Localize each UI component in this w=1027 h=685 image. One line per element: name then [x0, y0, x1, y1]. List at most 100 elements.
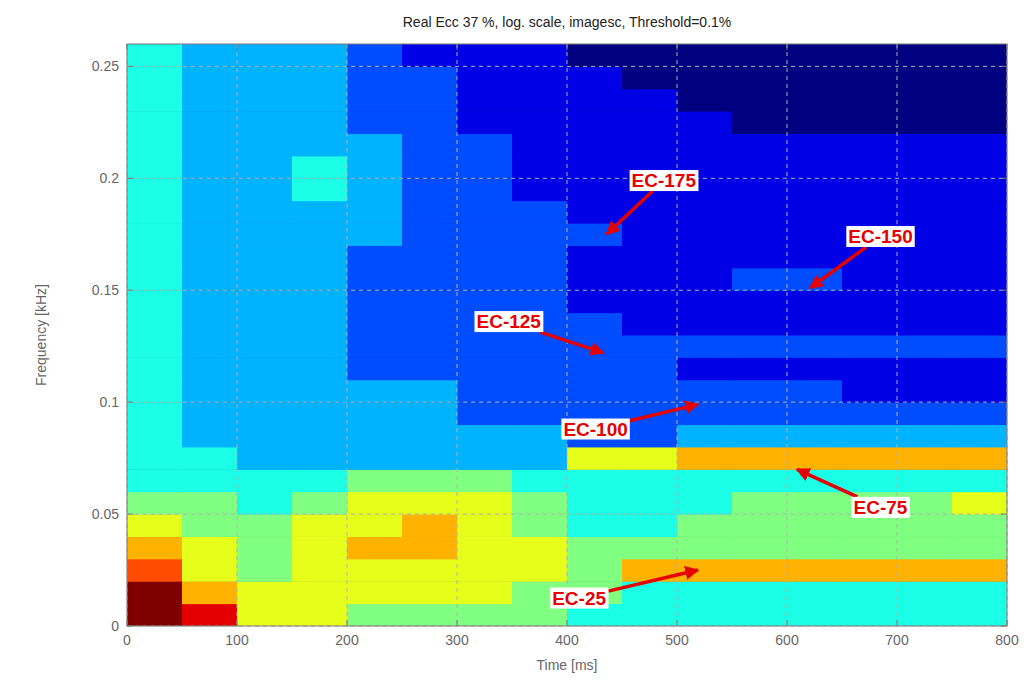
cell — [677, 581, 733, 604]
cell — [237, 380, 293, 403]
cell — [182, 134, 238, 157]
title: Real Ecc 37 %, log. scale, imagesc, Thre… — [403, 14, 732, 30]
cell — [677, 492, 733, 515]
cell — [127, 514, 183, 537]
cell — [127, 335, 183, 358]
tick-label-x: 100 — [225, 632, 249, 648]
cell — [402, 402, 458, 425]
cell — [512, 89, 568, 112]
cell — [512, 559, 568, 582]
cell — [347, 380, 403, 403]
cell — [952, 223, 1007, 246]
tick-y — [127, 514, 133, 515]
cell — [237, 223, 293, 246]
cell — [677, 335, 733, 358]
cell — [457, 178, 513, 201]
cell — [347, 425, 403, 448]
cell — [732, 357, 788, 380]
cell — [402, 66, 458, 89]
cell — [732, 604, 788, 626]
cell — [897, 313, 953, 336]
annotation-box — [561, 419, 629, 440]
grid — [127, 44, 1007, 626]
cell — [402, 604, 458, 626]
cell — [897, 89, 953, 112]
cell — [512, 469, 568, 492]
tick-x — [237, 620, 238, 626]
cell — [897, 559, 953, 582]
tick-label-y: 0.2 — [100, 170, 120, 186]
cell — [402, 514, 458, 537]
cell — [512, 357, 568, 380]
cell — [127, 492, 183, 515]
cell — [402, 44, 458, 67]
cell — [512, 156, 568, 179]
cell — [787, 89, 843, 112]
cell — [677, 290, 733, 313]
cell — [787, 514, 843, 537]
tick-x — [1007, 620, 1008, 626]
cell — [182, 559, 238, 582]
cell — [677, 447, 733, 470]
cell — [457, 581, 513, 604]
tick-x — [457, 620, 458, 626]
cell — [842, 89, 898, 112]
cell — [622, 268, 678, 291]
cell — [292, 514, 348, 537]
cell — [787, 134, 843, 157]
cell — [622, 447, 678, 470]
cell — [952, 134, 1007, 157]
cell — [512, 178, 568, 201]
cell — [732, 223, 788, 246]
cell — [127, 559, 183, 582]
annotation-arrow — [810, 247, 866, 288]
cell — [842, 313, 898, 336]
cell — [622, 357, 678, 380]
cell — [842, 201, 898, 224]
cell — [347, 536, 403, 559]
cell — [787, 335, 843, 358]
tick-x-top — [787, 44, 788, 50]
tick-x-top — [237, 44, 238, 50]
cell — [952, 201, 1007, 224]
cell — [897, 380, 953, 403]
cell — [402, 134, 458, 157]
cell — [347, 581, 403, 604]
cell — [292, 402, 348, 425]
cell — [127, 447, 183, 470]
cell — [842, 380, 898, 403]
cell — [182, 245, 238, 268]
cell — [347, 402, 403, 425]
grid-line-x — [897, 44, 898, 626]
cell — [622, 313, 678, 336]
tick-y — [127, 66, 133, 67]
cell — [127, 402, 183, 425]
cell — [952, 514, 1007, 537]
cell — [842, 425, 898, 448]
cell — [677, 44, 733, 67]
cell — [567, 290, 623, 313]
cell — [952, 604, 1007, 626]
cell — [457, 111, 513, 134]
tick-y-right — [1001, 178, 1007, 179]
cell — [567, 514, 623, 537]
cell — [842, 66, 898, 89]
cell — [952, 559, 1007, 582]
cell — [952, 268, 1007, 291]
cell — [402, 89, 458, 112]
cell — [457, 492, 513, 515]
cell — [292, 89, 348, 112]
cell — [457, 514, 513, 537]
tick-label-x: 700 — [885, 632, 909, 648]
cell — [512, 290, 568, 313]
cell — [622, 536, 678, 559]
cell — [567, 536, 623, 559]
cell — [402, 201, 458, 224]
cell — [567, 335, 623, 358]
cell — [457, 89, 513, 112]
cell — [237, 290, 293, 313]
cell — [677, 536, 733, 559]
cell — [732, 111, 788, 134]
cell — [897, 402, 953, 425]
tick-x — [127, 620, 128, 626]
